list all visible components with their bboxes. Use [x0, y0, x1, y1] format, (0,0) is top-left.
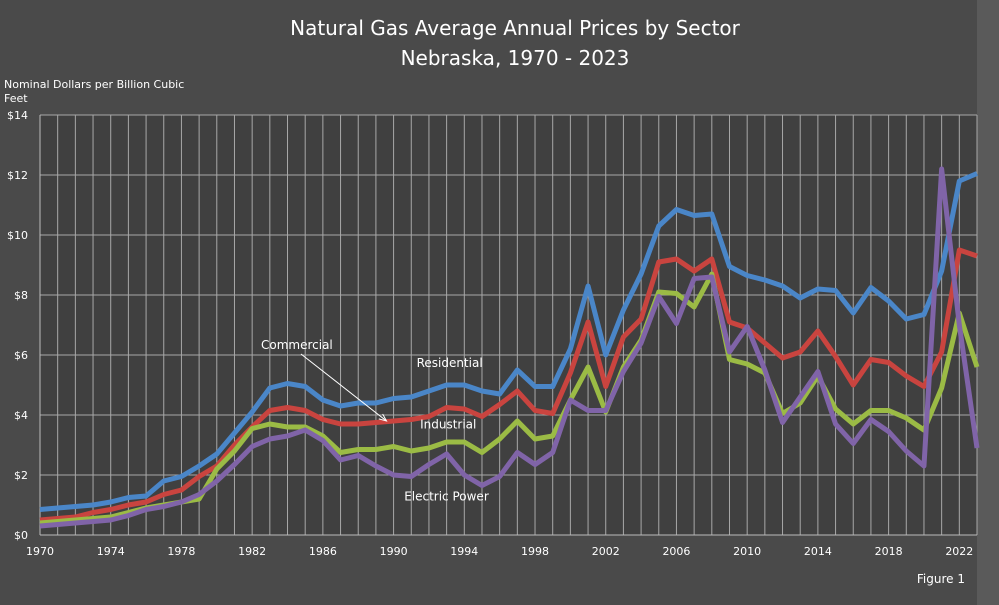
annotation-label: Electric Power [404, 490, 489, 504]
series-line-residential [39, 247, 978, 523]
x-tick-label: 1982 [238, 545, 266, 558]
annotation-label: Residential [417, 356, 483, 370]
y-tick-label: $8 [14, 289, 28, 302]
series-line-electric-power [39, 166, 980, 529]
figure-label: Figure 1 [916, 572, 965, 586]
y-tick-label: $10 [7, 229, 28, 242]
chart-subtitle: Nebraska, 1970 - 2023 [400, 46, 630, 70]
x-tick-label: 2018 [875, 545, 903, 558]
x-tick-label: 1978 [167, 545, 195, 558]
x-tick-label: 2010 [733, 545, 761, 558]
x-tick-label: 2014 [804, 545, 832, 558]
x-tick-label: 2022 [945, 545, 973, 558]
x-tick-label: 2006 [662, 545, 690, 558]
x-tick-label: 1970 [26, 545, 54, 558]
chart-title: Natural Gas Average Annual Prices by Sec… [290, 16, 740, 40]
x-tick-label: 1986 [309, 545, 337, 558]
y-tick-label: $0 [14, 529, 28, 542]
x-tick-label: 2002 [592, 545, 620, 558]
y-tick-label: $14 [7, 109, 28, 122]
y-tick-label: $2 [14, 469, 28, 482]
x-tick-label: 1998 [521, 545, 549, 558]
series-line-commercial [39, 171, 978, 512]
annotation-label: Commercial [261, 338, 333, 352]
right-margin [977, 0, 999, 605]
y-tick-label: $12 [7, 169, 28, 182]
y-tick-label: $6 [14, 349, 28, 362]
x-tick-label: 1994 [450, 545, 478, 558]
annotation-arrow [300, 353, 387, 422]
y-axis-label: Nominal Dollars per Billion Cubic Feet [4, 78, 185, 105]
x-tick-label: 1990 [380, 545, 408, 558]
y-tick-label: $4 [14, 409, 28, 422]
x-tick-label: 1974 [97, 545, 125, 558]
annotation-label: Industrial [420, 418, 476, 432]
plot-area [40, 115, 977, 535]
arrow-head-icon [378, 413, 388, 422]
